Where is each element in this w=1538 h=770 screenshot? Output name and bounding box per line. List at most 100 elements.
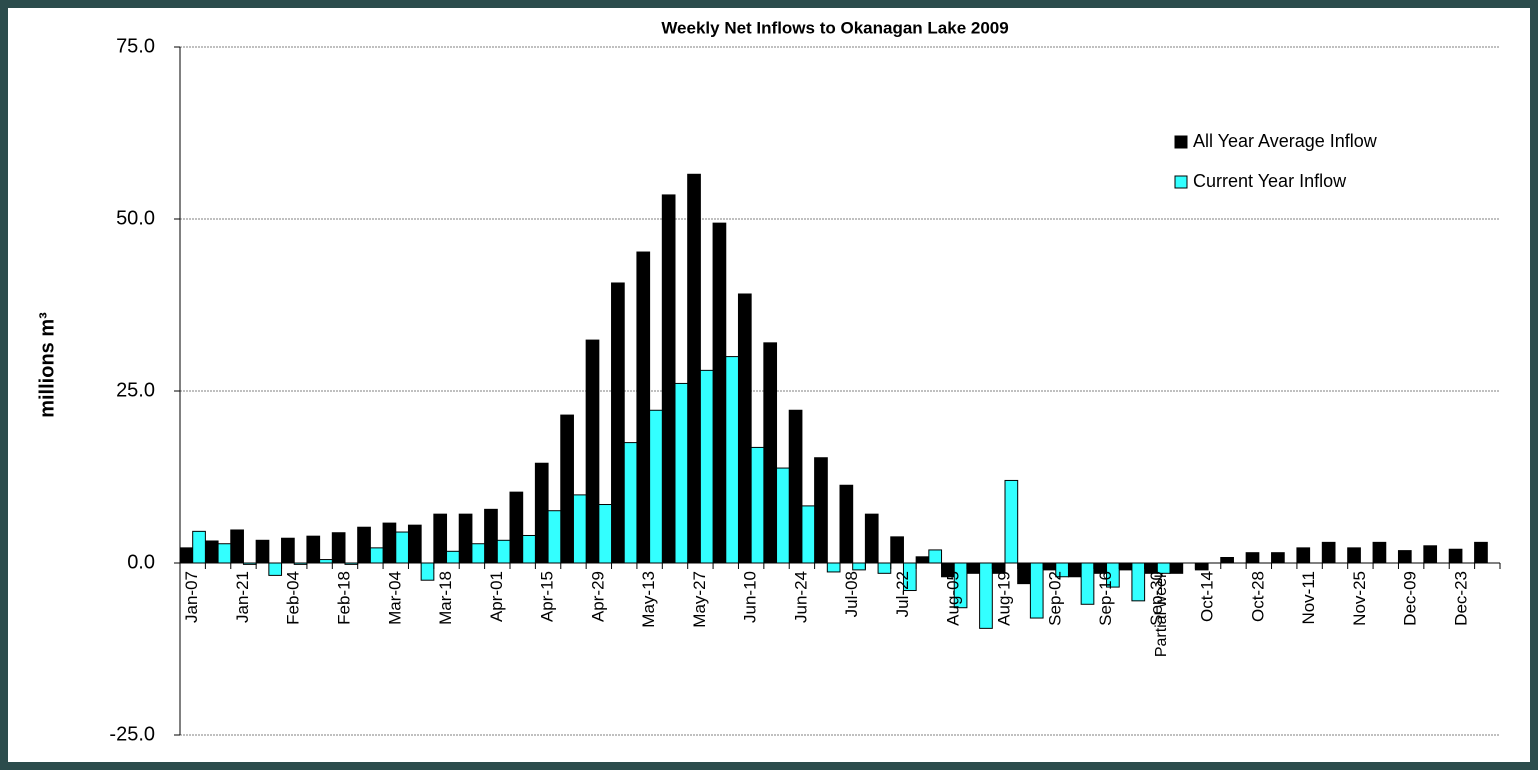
bar [1080,562,1095,605]
bar [572,494,587,564]
x-tick-label: Jul-08 [842,571,861,617]
bar [839,484,854,564]
bar [1372,541,1387,564]
bar [433,513,448,564]
bar [801,505,816,564]
bar [331,532,346,564]
x-tick-label: Jan-07 [182,571,201,623]
y-axis-label: millions m³ [36,312,58,418]
bar [204,540,219,564]
x-tick-label: Nov-11 [1299,571,1318,625]
bar [1423,545,1438,564]
bar [522,534,536,564]
bar [1169,562,1184,574]
bar [1271,552,1285,564]
bar [496,539,511,564]
bar [826,562,841,573]
chart-title: Weekly Net Inflows to Okanagan Lake 2009 [661,18,1008,37]
y-tick-label: -25.0 [109,723,155,745]
bar [382,522,397,564]
bar [763,342,778,564]
bar [357,526,371,564]
bar [458,513,473,564]
bar [446,550,460,564]
bar [687,173,701,564]
x-tick-label: Dec-09 [1401,571,1420,626]
bar [1474,541,1488,564]
bar [649,409,663,564]
bar [1017,562,1031,585]
bar [484,508,498,564]
x-tick-label: Mar-18 [436,571,455,625]
x-tick-label: Oct-28 [1248,571,1267,622]
bar [1029,562,1044,619]
bar [268,562,283,576]
x-tick-label: May-13 [639,571,658,628]
bar [636,251,651,564]
x-tick-label: Apr-29 [588,571,607,622]
bar [661,194,676,564]
y-tick-label: 50.0 [116,207,155,229]
bar [598,504,613,564]
bar [585,339,600,564]
y-tick-label: 25.0 [116,379,155,401]
bar [915,556,930,564]
legend-swatch [1174,175,1188,189]
bar [699,369,714,564]
bar [471,543,486,564]
bar [890,536,904,564]
x-tick-label: Apr-15 [538,571,557,622]
y-tick-label: 75.0 [116,35,155,57]
bar [306,535,321,564]
bar [560,414,574,564]
bar [509,491,524,564]
bar [623,442,638,564]
bar [395,531,409,564]
bar [776,467,790,564]
x-tick-label: Dec-23 [1451,571,1470,626]
bar [319,559,333,564]
bar [1042,562,1057,571]
bar [674,382,689,564]
bar [1194,562,1209,571]
x-tick-label: Jun-10 [741,571,760,623]
bar [814,457,828,564]
x-tick-label: Jun-24 [791,571,810,623]
bar [1131,562,1146,602]
bar [217,543,232,564]
bar [255,539,270,564]
bar [737,293,752,564]
legend-label: Current Year Inflow [1193,171,1347,191]
x-tick-label: Jan-21 [233,571,252,623]
x-tick-label: Sep-30 [1147,571,1166,626]
bar [179,547,194,564]
bar [712,222,727,564]
bar [1321,541,1336,564]
bar [369,547,384,564]
annotation: Partial week [1153,569,1170,657]
x-tick-label: Aug-05 [944,571,963,626]
x-tick-label: Mar-04 [385,571,404,625]
bar [852,562,866,571]
bar [281,537,295,564]
bar [1245,552,1260,564]
x-tick-label: Sep-02 [1045,571,1064,626]
x-tick-label: Sep-16 [1096,571,1115,626]
x-tick-label: Feb-18 [334,571,353,625]
x-tick-label: Apr-01 [487,571,506,622]
x-tick-label: Feb-04 [284,571,303,625]
x-tick-label: Nov-25 [1350,571,1369,626]
bar [928,549,943,564]
legend-label: All Year Average Inflow [1193,131,1378,151]
bar [966,562,981,574]
x-tick-label: Aug-19 [994,571,1013,626]
bar [1448,548,1463,564]
bar [1397,550,1412,564]
x-tick-label: Jul-22 [893,571,912,617]
bar [1067,562,1082,578]
bar [725,356,739,564]
x-tick-label: May-27 [690,571,709,628]
bar [192,530,206,564]
bar [979,562,993,629]
